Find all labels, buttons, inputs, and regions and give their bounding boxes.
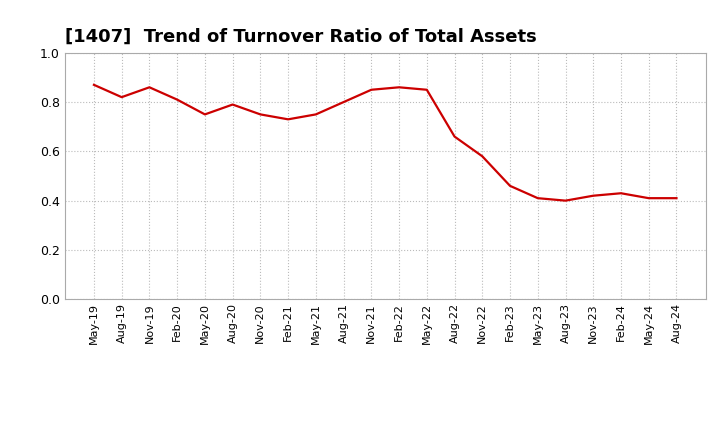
Text: [1407]  Trend of Turnover Ratio of Total Assets: [1407] Trend of Turnover Ratio of Total … bbox=[65, 28, 536, 46]
